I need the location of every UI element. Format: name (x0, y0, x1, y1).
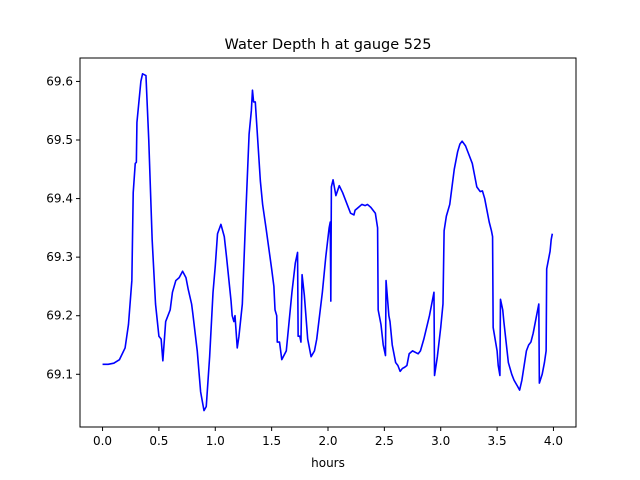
x-tick-label: 4.0 (544, 434, 563, 448)
y-tick-label: 69.3 (46, 250, 73, 264)
x-tick-label: 3.0 (431, 434, 450, 448)
x-tick-label: 1.0 (206, 434, 225, 448)
series-line-0 (102, 73, 554, 412)
x-tick-label: 3.5 (488, 434, 507, 448)
x-tick-label: 2.0 (318, 434, 337, 448)
x-axis: 0.0 0.5 1.0 1.5 2.0 2.5 3.0 3.5 4.0 (93, 427, 563, 448)
x-axis-label: hours (311, 456, 345, 470)
y-tick-label: 69.6 (46, 74, 73, 88)
x-tick-label: 1.5 (262, 434, 281, 448)
y-tick-label: 69.1 (46, 367, 73, 381)
x-tick-label: 0.5 (149, 434, 168, 448)
y-tick-label: 69.4 (46, 192, 73, 206)
y-axis: 69.1 69.2 69.3 69.4 69.5 69.6 (46, 74, 80, 381)
y-tick-label: 69.2 (46, 309, 73, 323)
y-tick-label: 69.5 (46, 133, 73, 147)
x-tick-label: 2.5 (375, 434, 394, 448)
chart-title: Water Depth h at gauge 525 (225, 37, 432, 53)
plot-area (102, 73, 554, 412)
x-tick-label: 0.0 (93, 434, 112, 448)
